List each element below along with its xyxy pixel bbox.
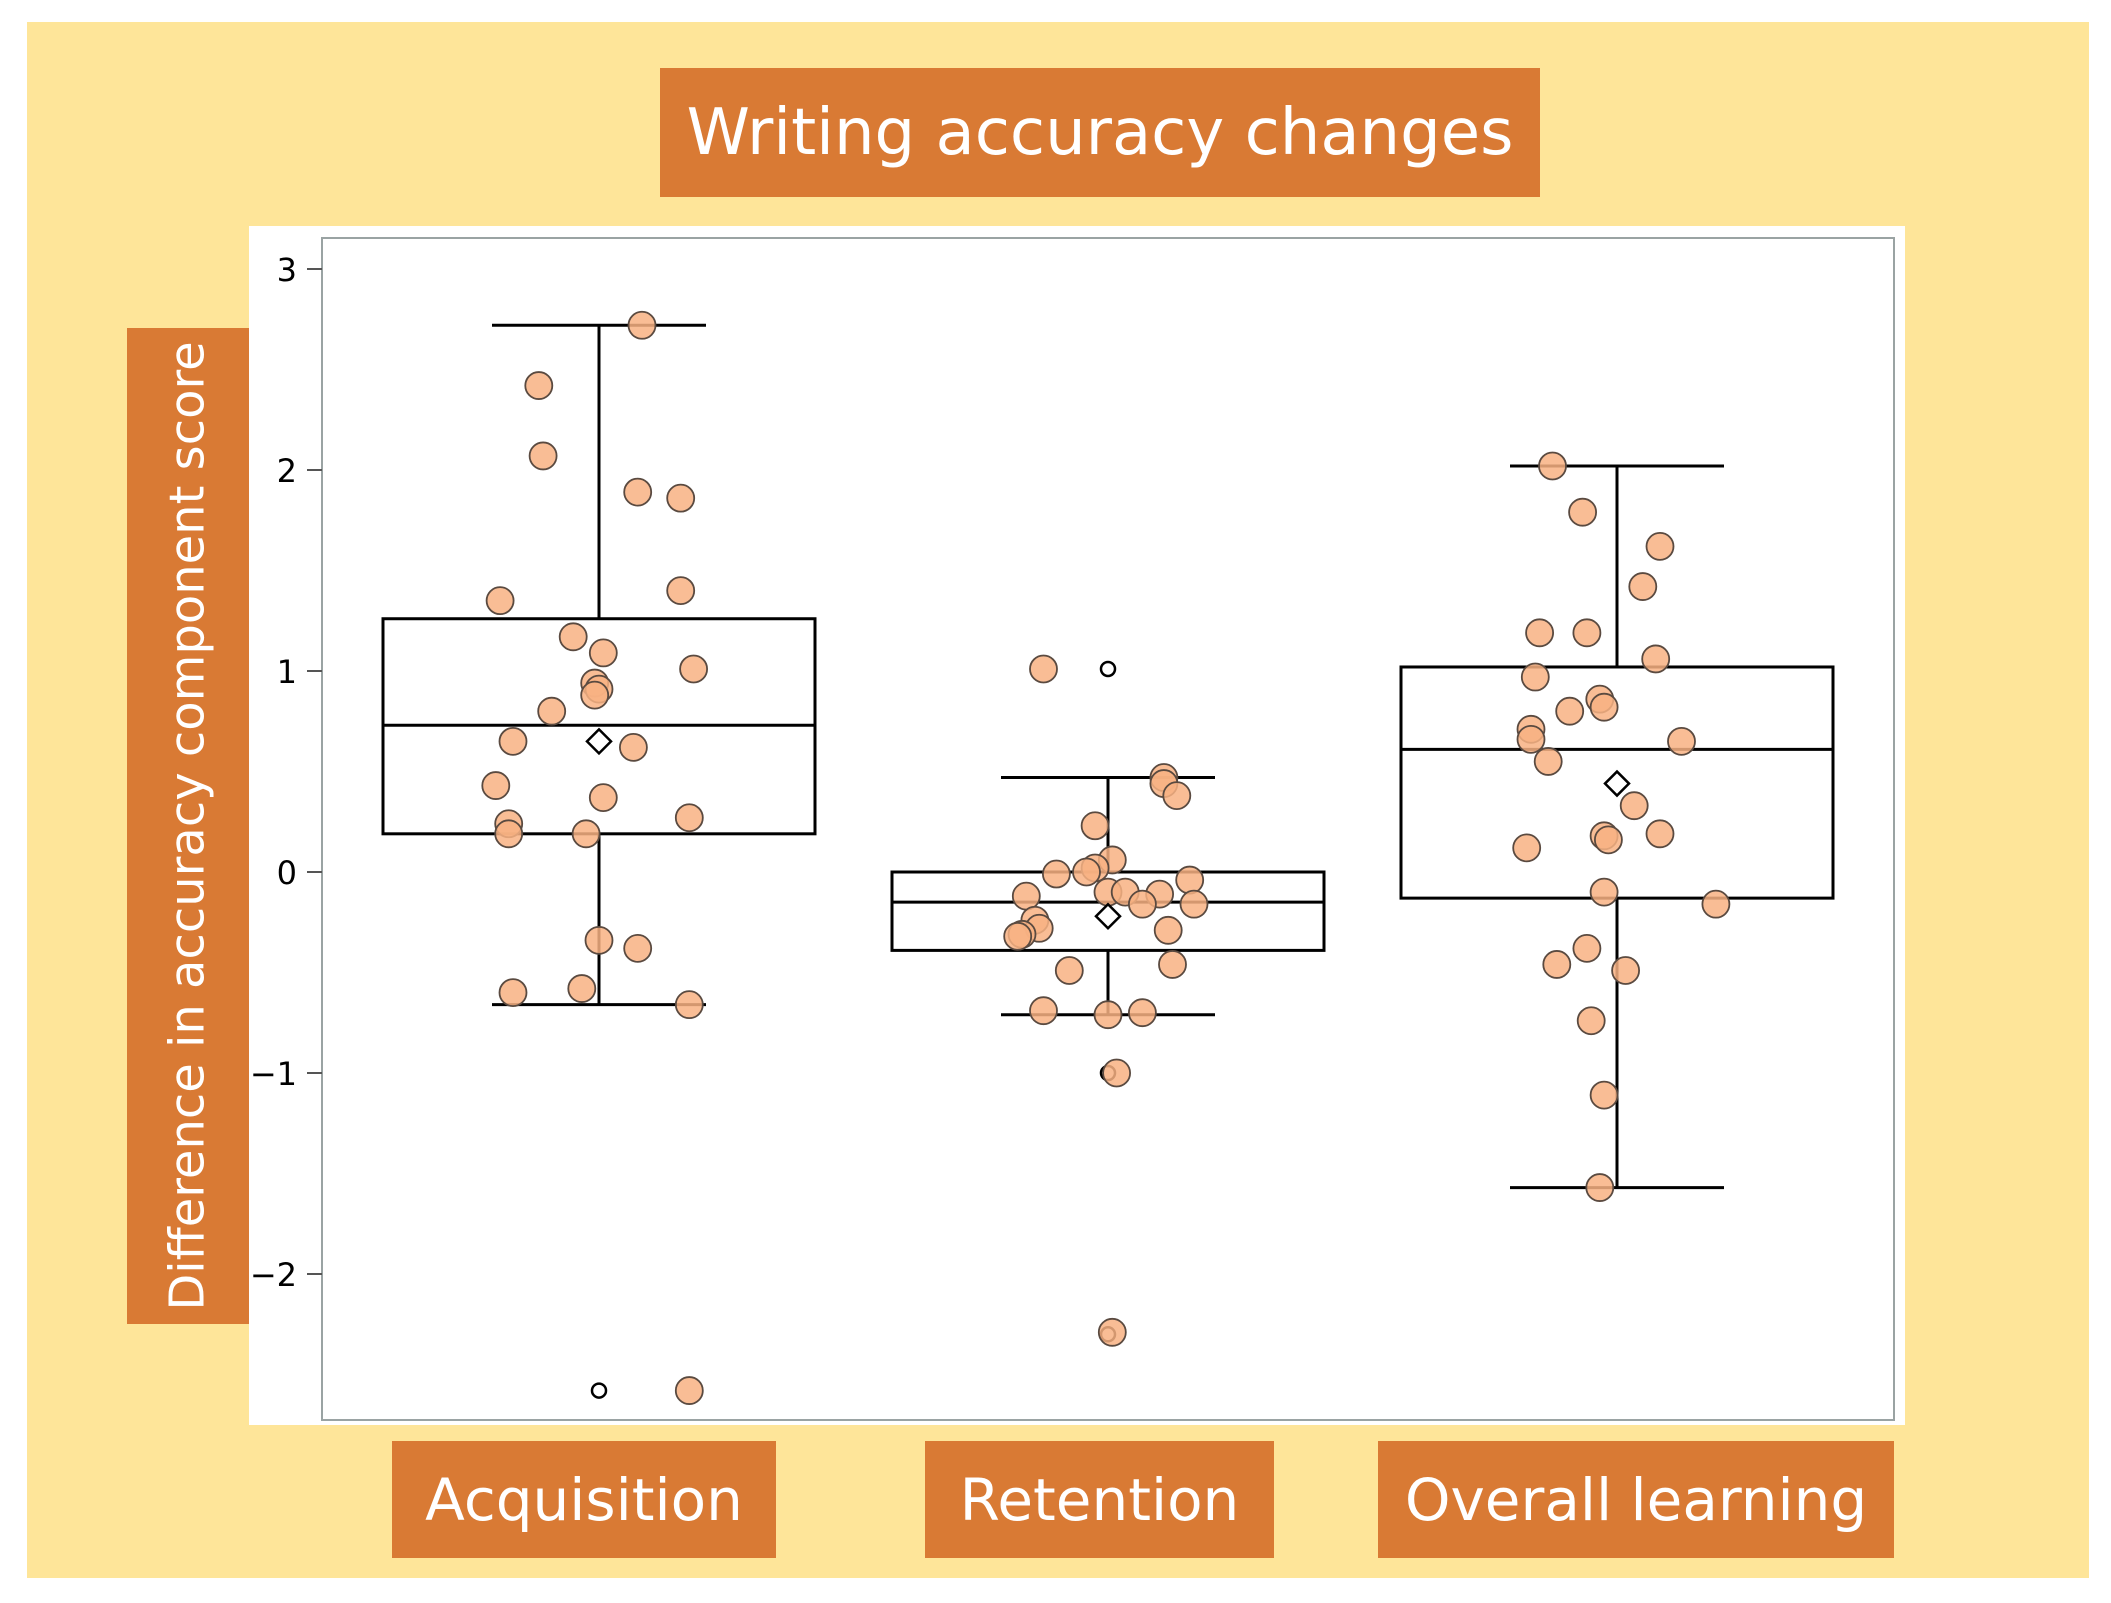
data-point — [1516, 724, 1546, 754]
data-point — [1645, 819, 1675, 849]
data-point — [1512, 833, 1542, 863]
y-tick-label: 1 — [277, 653, 297, 691]
y-tick-label: 3 — [277, 251, 297, 289]
data-point — [1072, 857, 1101, 887]
outlier-marker — [1099, 660, 1117, 678]
data-point — [1054, 956, 1084, 985]
data-point — [1576, 1006, 1606, 1036]
data-point — [1594, 825, 1623, 855]
data-point — [1128, 998, 1157, 1028]
data-point — [1585, 1173, 1615, 1202]
data-point — [580, 680, 610, 710]
data-point — [1641, 644, 1671, 674]
data-point — [584, 925, 614, 955]
data-point — [571, 819, 601, 849]
data-point — [524, 371, 554, 400]
data-point — [1542, 950, 1572, 979]
mean-marker — [1603, 769, 1631, 798]
data-point — [1003, 921, 1033, 951]
category-label-retention: Retention — [925, 1441, 1274, 1558]
box-group — [890, 654, 1326, 1347]
data-point — [1011, 881, 1041, 911]
data-point — [588, 783, 618, 813]
chart-title: Writing accuracy changes — [660, 68, 1540, 197]
data-point — [1042, 859, 1071, 889]
data-point — [1097, 1317, 1127, 1347]
data-point — [1128, 889, 1157, 919]
data-point — [674, 990, 704, 1020]
data-point — [1029, 996, 1058, 1026]
data-point — [674, 1376, 704, 1405]
plot-area-background — [249, 226, 1905, 1425]
data-point — [1589, 877, 1619, 907]
data-point — [498, 978, 528, 1007]
data-point — [1645, 531, 1675, 561]
data-point — [1179, 889, 1209, 919]
data-point — [674, 803, 704, 833]
data-point — [1102, 1058, 1131, 1088]
data-point — [1158, 950, 1187, 979]
data-point — [558, 622, 588, 652]
data-point — [1093, 1000, 1123, 1030]
category-label-overall-learning: Overall learning — [1378, 1441, 1894, 1558]
data-point — [1667, 726, 1696, 756]
mean-marker — [585, 727, 613, 756]
y-axis: 3 2 1 0 −1 −2 — [250, 251, 322, 1294]
box-series — [381, 310, 1835, 1405]
data-point — [623, 477, 653, 507]
data-point — [1525, 618, 1554, 648]
data-point — [1701, 889, 1731, 919]
data-point — [1029, 654, 1058, 684]
box-group — [381, 310, 817, 1405]
data-point — [1628, 572, 1658, 601]
data-point — [1520, 662, 1550, 692]
y-axis-label-box: Difference in accuracy component score — [127, 328, 249, 1324]
mean-marker — [1094, 902, 1122, 930]
y-tick-label: 2 — [277, 452, 297, 490]
data-point — [588, 638, 618, 668]
y-axis-label: Difference in accuracy component score — [160, 341, 217, 1311]
data-point — [481, 771, 511, 800]
data-point — [1153, 915, 1183, 945]
data-point — [627, 310, 657, 340]
data-point — [1572, 618, 1602, 648]
outlier-marker — [590, 1382, 608, 1399]
category-label-acquisition: Acquisition — [392, 1441, 776, 1558]
data-point — [1589, 692, 1619, 722]
data-point — [619, 732, 648, 762]
data-point — [1175, 865, 1205, 895]
data-point — [666, 483, 696, 513]
data-point — [1572, 933, 1602, 963]
data-point — [498, 726, 528, 756]
y-tick-label: 0 — [277, 854, 297, 892]
data-point — [623, 933, 653, 963]
y-tick-label: −2 — [250, 1256, 297, 1294]
data-point — [1568, 497, 1597, 527]
data-point — [494, 819, 524, 849]
data-point — [1555, 696, 1585, 726]
data-point — [528, 441, 558, 471]
plot-frame — [321, 237, 1895, 1421]
data-point — [485, 586, 515, 616]
data-point — [1533, 747, 1563, 776]
data-point — [1611, 956, 1640, 985]
box-group — [1399, 451, 1835, 1202]
data-point — [537, 696, 567, 726]
data-point — [1619, 791, 1649, 821]
data-point — [1589, 1080, 1619, 1110]
data-point — [567, 974, 597, 1003]
data-point — [1538, 451, 1567, 481]
data-point — [1080, 811, 1110, 841]
data-point — [666, 576, 696, 605]
data-point — [679, 654, 708, 684]
data-point — [1162, 781, 1192, 811]
y-tick-label: −1 — [250, 1055, 297, 1093]
